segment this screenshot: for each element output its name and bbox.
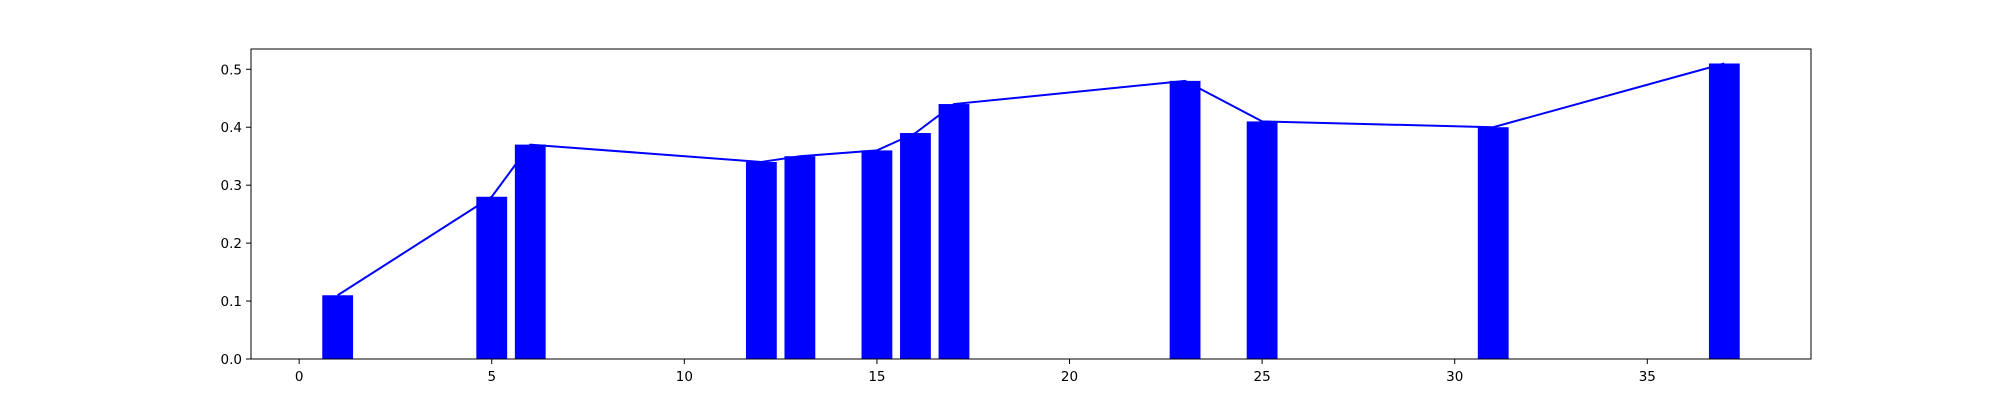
y-tick-label: 0.4	[221, 120, 242, 136]
bar	[322, 295, 354, 359]
x-tick-label: 30	[1446, 369, 1463, 385]
x-tick-label: 25	[1254, 369, 1271, 385]
x-tick-label: 35	[1639, 369, 1656, 385]
series-line	[337, 62, 1725, 297]
plot-area-frame	[250, 48, 1812, 360]
bar	[1477, 127, 1509, 359]
x-tick-label: 10	[676, 369, 693, 385]
bar-series	[322, 63, 1740, 360]
bar	[861, 150, 893, 359]
y-tick-label: 0.1	[221, 294, 242, 310]
line-series	[337, 62, 1725, 297]
x-tick-label: 0	[295, 369, 304, 385]
bar	[900, 133, 931, 359]
y-tick-label: 0.0	[221, 352, 242, 368]
y-tick-label: 0.3	[221, 178, 242, 194]
y-axis: 0.0 0.1 0.2 0.3 0.4 0.5	[221, 62, 251, 368]
x-axis: 0 5 10 15 20 25 30 35	[295, 359, 1656, 385]
bar	[938, 104, 970, 360]
bar	[1708, 63, 1740, 359]
x-tick-label: 15	[868, 369, 885, 385]
y-tick-label: 0.2	[221, 236, 242, 252]
bar	[1246, 121, 1278, 360]
x-tick-label: 5	[487, 369, 496, 385]
bar	[1169, 80, 1201, 360]
bar	[514, 144, 546, 359]
x-tick-label: 20	[1061, 369, 1078, 385]
y-tick-label: 0.5	[221, 62, 242, 78]
bar	[745, 161, 777, 359]
bar	[476, 196, 508, 359]
bar	[784, 156, 816, 359]
